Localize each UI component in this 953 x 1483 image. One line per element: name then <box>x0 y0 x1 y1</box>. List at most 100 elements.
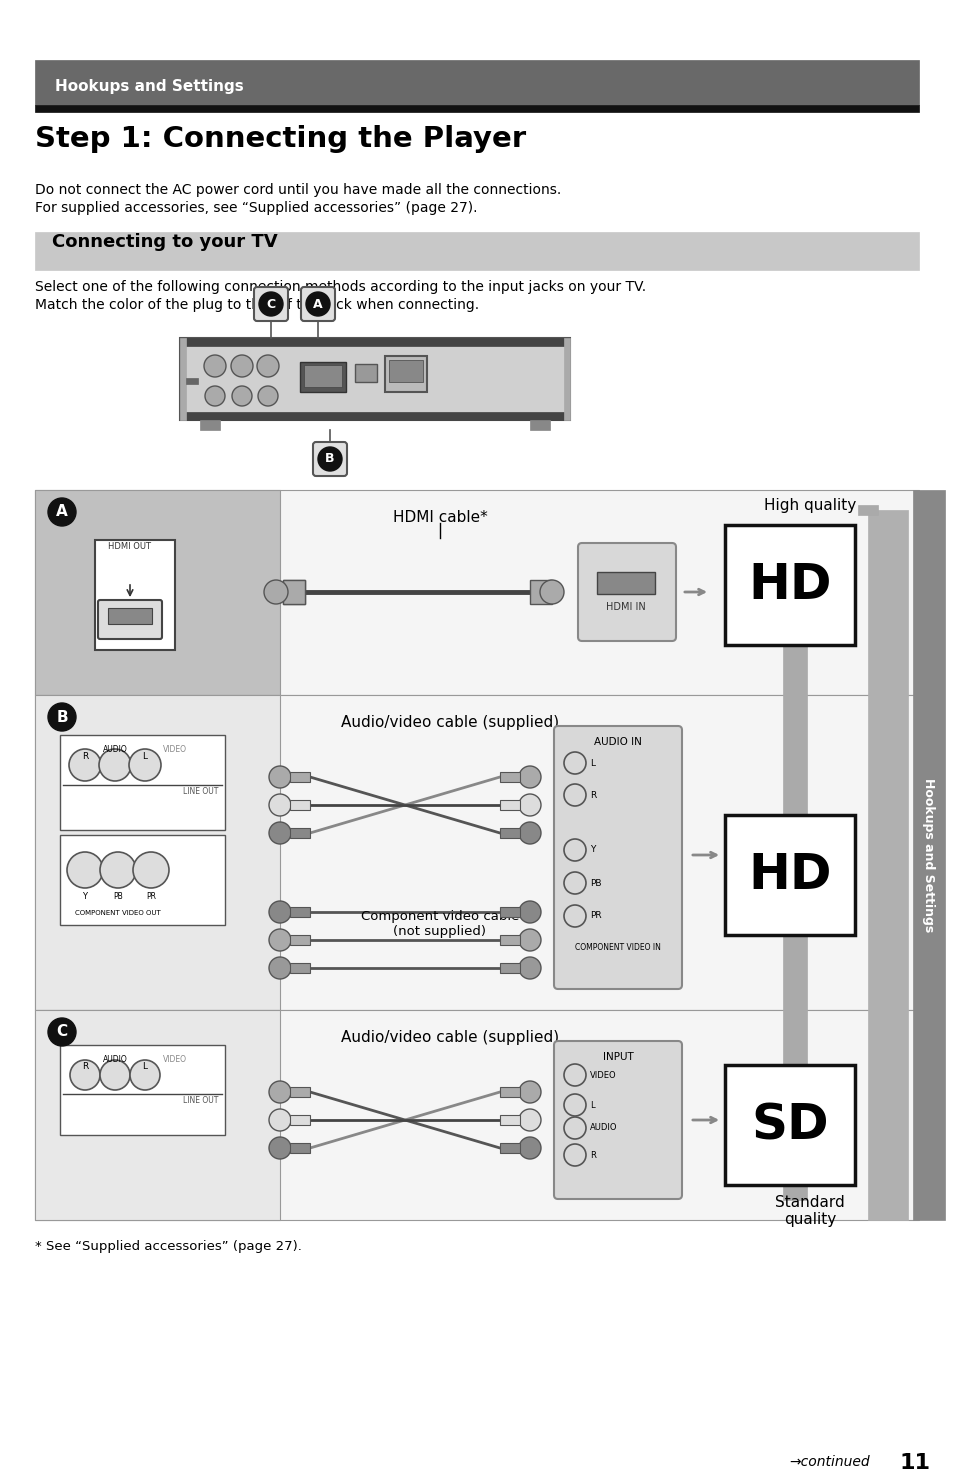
Text: A: A <box>56 504 68 519</box>
Bar <box>35 1010 280 1221</box>
Circle shape <box>269 1137 291 1160</box>
Text: R: R <box>589 1151 596 1160</box>
Text: B: B <box>325 452 335 466</box>
Text: L: L <box>142 752 148 761</box>
Circle shape <box>70 1060 100 1090</box>
Circle shape <box>518 1109 540 1132</box>
Text: L: L <box>589 758 595 768</box>
Bar <box>60 1046 225 1134</box>
Bar <box>290 1143 310 1152</box>
Bar <box>530 420 550 430</box>
Text: B: B <box>56 709 68 725</box>
Text: VIDEO: VIDEO <box>163 744 187 753</box>
Text: Audio/video cable (supplied): Audio/video cable (supplied) <box>340 1031 558 1046</box>
Text: SD: SD <box>750 1100 828 1149</box>
Text: * See “Supplied accessories” (page 27).: * See “Supplied accessories” (page 27). <box>35 1240 301 1253</box>
Text: Hookups and Settings: Hookups and Settings <box>55 80 244 95</box>
Bar <box>530 580 552 604</box>
Circle shape <box>100 1060 130 1090</box>
Bar <box>499 1143 519 1152</box>
Bar <box>304 365 341 387</box>
FancyBboxPatch shape <box>554 727 681 989</box>
Text: C: C <box>56 1025 68 1040</box>
Bar <box>35 489 280 696</box>
Circle shape <box>130 1060 160 1090</box>
Text: LINE OUT: LINE OUT <box>182 787 218 796</box>
Text: COMPONENT VIDEO IN: COMPONENT VIDEO IN <box>575 943 660 952</box>
Bar <box>290 962 310 973</box>
Bar <box>60 835 225 925</box>
Text: Standard
quality: Standard quality <box>774 1195 844 1228</box>
Circle shape <box>48 1017 76 1046</box>
Bar <box>499 908 519 916</box>
Circle shape <box>269 1081 291 1103</box>
Bar <box>782 645 806 1200</box>
Bar <box>563 338 569 420</box>
Text: For supplied accessories, see “Supplied accessories” (page 27).: For supplied accessories, see “Supplied … <box>35 202 477 215</box>
Bar <box>912 489 944 1221</box>
Text: COMPONENT VIDEO OUT: COMPONENT VIDEO OUT <box>75 911 161 916</box>
Bar <box>355 363 376 383</box>
Bar <box>35 1010 918 1221</box>
Bar <box>95 540 174 650</box>
FancyBboxPatch shape <box>313 442 347 476</box>
Circle shape <box>306 292 330 316</box>
Bar <box>290 1115 310 1126</box>
Text: VIDEO: VIDEO <box>589 1071 616 1080</box>
Circle shape <box>67 853 103 888</box>
Bar <box>180 338 186 420</box>
Text: PR: PR <box>589 912 601 921</box>
Circle shape <box>256 354 278 377</box>
Circle shape <box>258 292 283 316</box>
Bar <box>290 908 310 916</box>
FancyBboxPatch shape <box>301 288 335 320</box>
Circle shape <box>269 822 291 844</box>
Bar <box>180 338 569 346</box>
Circle shape <box>518 1137 540 1160</box>
Text: Connecting to your TV: Connecting to your TV <box>52 233 277 251</box>
Circle shape <box>269 1109 291 1132</box>
Text: Y: Y <box>82 891 88 902</box>
Circle shape <box>563 1094 585 1117</box>
Bar <box>499 1087 519 1097</box>
Text: HDMI OUT: HDMI OUT <box>109 541 152 552</box>
Circle shape <box>269 767 291 787</box>
Text: HD: HD <box>747 561 831 610</box>
Text: Audio/video cable (supplied): Audio/video cable (supplied) <box>340 715 558 730</box>
Text: R: R <box>82 752 88 761</box>
FancyBboxPatch shape <box>98 601 162 639</box>
FancyBboxPatch shape <box>578 543 676 641</box>
Circle shape <box>518 957 540 979</box>
Circle shape <box>205 386 225 406</box>
Circle shape <box>232 386 252 406</box>
Circle shape <box>269 957 291 979</box>
Text: HDMI IN: HDMI IN <box>605 602 645 612</box>
Bar <box>186 378 198 384</box>
Text: R: R <box>589 790 596 799</box>
Bar <box>35 696 918 1010</box>
Circle shape <box>317 446 341 472</box>
Circle shape <box>269 902 291 922</box>
Circle shape <box>99 749 131 782</box>
Bar <box>283 580 305 604</box>
Text: A: A <box>313 298 322 310</box>
Circle shape <box>100 853 136 888</box>
Bar <box>724 816 854 934</box>
Text: AUDIO: AUDIO <box>589 1124 617 1133</box>
Circle shape <box>563 1063 585 1086</box>
Bar <box>290 828 310 838</box>
Bar <box>200 420 220 430</box>
Text: AUDIO: AUDIO <box>103 1054 128 1063</box>
Bar <box>499 934 519 945</box>
Text: VIDEO: VIDEO <box>163 1054 187 1063</box>
Bar <box>499 799 519 810</box>
Text: L: L <box>142 1062 148 1071</box>
Bar <box>180 412 569 420</box>
Text: 11: 11 <box>899 1453 930 1473</box>
Circle shape <box>132 853 169 888</box>
Bar <box>290 773 310 782</box>
Bar <box>60 736 225 830</box>
Circle shape <box>563 905 585 927</box>
Bar <box>499 1115 519 1126</box>
Text: R: R <box>82 1062 88 1071</box>
